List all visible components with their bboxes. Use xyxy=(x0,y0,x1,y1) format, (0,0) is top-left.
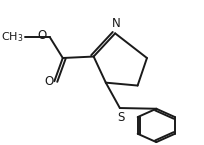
Text: CH$_3$: CH$_3$ xyxy=(1,30,23,44)
Text: N: N xyxy=(112,17,121,30)
Text: S: S xyxy=(117,111,124,124)
Text: O: O xyxy=(38,29,47,42)
Text: O: O xyxy=(44,75,53,88)
